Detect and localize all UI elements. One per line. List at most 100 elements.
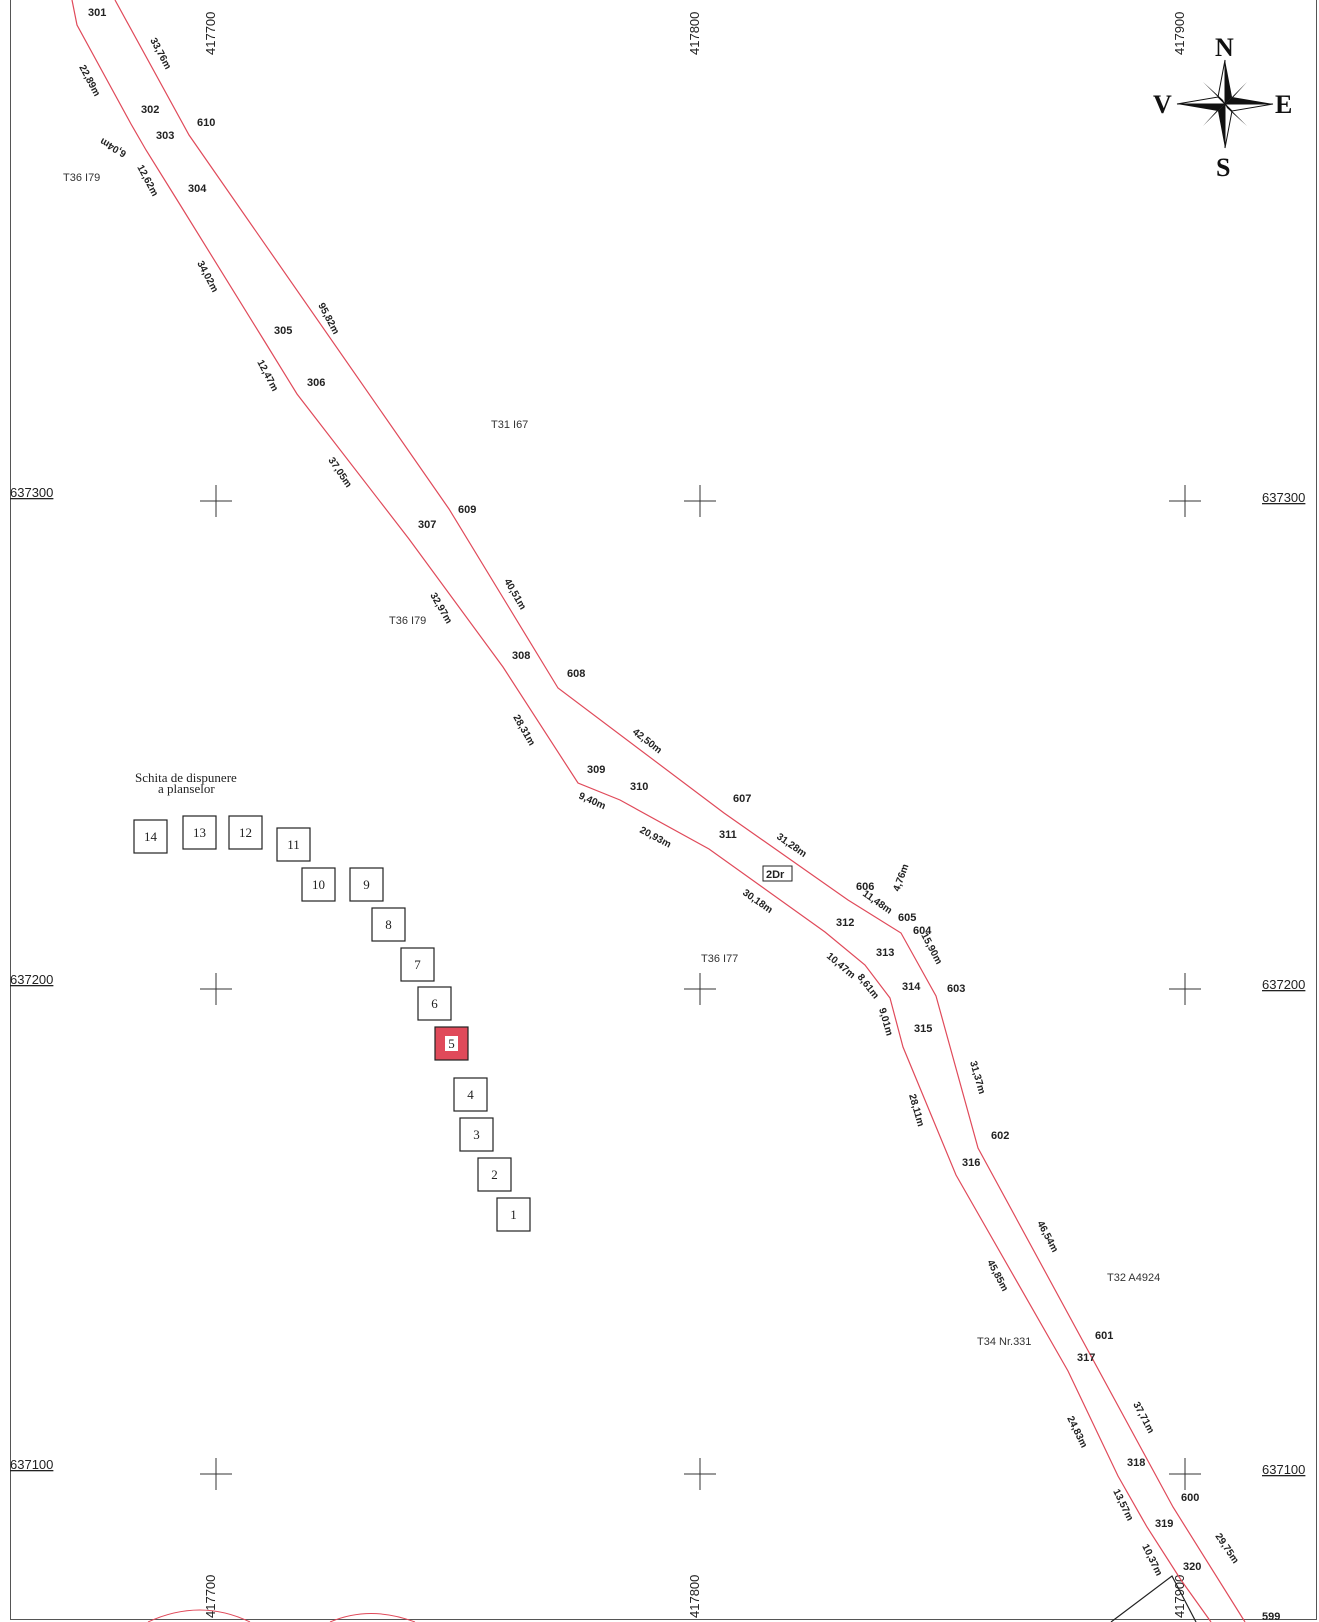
sheet-number: 9 bbox=[363, 877, 370, 892]
grid-cross bbox=[1169, 973, 1201, 1005]
distance-label: 11,48m bbox=[860, 888, 894, 916]
sheet-number: 1 bbox=[510, 1207, 517, 1222]
sheet-box bbox=[453, 1077, 488, 1112]
compass-rose: N S E V bbox=[1153, 33, 1292, 182]
point-label: 307 bbox=[418, 519, 436, 531]
point-label: 601 bbox=[1095, 1330, 1113, 1342]
point-label: 301 bbox=[88, 7, 106, 19]
sheet-box bbox=[477, 1157, 512, 1192]
parcel-label: T34 Nr.331 bbox=[977, 1336, 1031, 1348]
distance-label: 46,54m bbox=[1034, 1219, 1060, 1254]
corner-line bbox=[1110, 1575, 1197, 1622]
road-marker: 2Dr bbox=[762, 865, 793, 882]
point-label: 312 bbox=[836, 917, 854, 929]
sheet-number: 10 bbox=[312, 877, 325, 892]
point-label: 604 bbox=[913, 925, 932, 937]
distance-label: 37,71m bbox=[1130, 1400, 1156, 1435]
grid-cross bbox=[1169, 1458, 1201, 1490]
grid-crosses bbox=[200, 485, 1201, 1490]
sheet-layout-sketch: Schita de dispunere a planselor 12345678… bbox=[133, 770, 531, 1232]
distance-label: 15,90m bbox=[918, 931, 944, 966]
point-label: 305 bbox=[274, 325, 292, 337]
sheet-box-highlight bbox=[445, 1036, 458, 1051]
sheet-box bbox=[459, 1117, 494, 1152]
point-label: 610 bbox=[197, 117, 215, 129]
map-frame bbox=[10, 0, 1317, 1620]
compass-s: S bbox=[1216, 153, 1230, 182]
sheet-box bbox=[349, 867, 384, 902]
sheet-number: 5 bbox=[448, 1036, 455, 1051]
sheet-box bbox=[400, 947, 435, 982]
point-label: 318 bbox=[1127, 1457, 1145, 1469]
point-label: 599 bbox=[1262, 1611, 1280, 1622]
distance-label: 22,89m bbox=[76, 63, 102, 98]
east-boundary-line bbox=[114, 0, 1246, 1622]
point-label: 302 bbox=[141, 104, 159, 116]
sheet-number: 2 bbox=[491, 1167, 498, 1182]
x-label-top: 417900 bbox=[1172, 12, 1187, 55]
distance-label: 37,05m bbox=[326, 456, 354, 490]
sheet-number: 7 bbox=[414, 957, 421, 972]
distance-label: 10,47m bbox=[824, 951, 857, 981]
grid-labels: 417700 417800 417900 417700 417800 41790… bbox=[10, 12, 1305, 1618]
distance-label: 29,75m bbox=[1213, 1532, 1241, 1566]
distance-label: 24,83m bbox=[1064, 1414, 1089, 1449]
distance-label: 31,28m bbox=[774, 831, 808, 860]
distance-label: 9,40m bbox=[577, 791, 607, 813]
y-label-right: 637100 bbox=[1262, 1462, 1305, 1477]
parcel-labels: T36 I79 T31 I67 T36 I79 T36 I77 T32 A492… bbox=[63, 172, 1160, 1348]
parcel-label: T36 I79 bbox=[63, 172, 100, 184]
grid-cross bbox=[200, 1458, 232, 1490]
west-point-labels: 301 302 303 304 305 306 307 308 309 310 … bbox=[88, 7, 1201, 1573]
grid-cross bbox=[684, 485, 716, 517]
x-label-bottom: 417800 bbox=[687, 1575, 702, 1618]
sketch-title: Schita de dispunere bbox=[135, 770, 237, 785]
point-label: 303 bbox=[156, 130, 174, 142]
point-label: 317 bbox=[1077, 1352, 1095, 1364]
point-label: 316 bbox=[962, 1157, 980, 1169]
point-label: 315 bbox=[914, 1023, 932, 1035]
y-label-right: 637200 bbox=[1262, 977, 1305, 992]
distance-label: 32,97m bbox=[427, 591, 454, 626]
distance-label: 95,82m bbox=[315, 301, 341, 336]
distance-label: 12,47m bbox=[254, 358, 280, 393]
grid-cross bbox=[1169, 485, 1201, 517]
sheet-box bbox=[228, 815, 263, 850]
point-label: 314 bbox=[902, 981, 921, 993]
point-label: 308 bbox=[512, 650, 530, 662]
distance-label: 40,51m bbox=[501, 577, 528, 612]
x-label-bottom: 417700 bbox=[203, 1575, 218, 1618]
parcel-label: T32 A4924 bbox=[1107, 1272, 1160, 1284]
grid-cross bbox=[200, 973, 232, 1005]
x-label-top: 417800 bbox=[687, 12, 702, 55]
parcel-label: T36 I77 bbox=[701, 953, 738, 965]
x-label-bottom: 417900 bbox=[1172, 1575, 1187, 1618]
compass-w: V bbox=[1153, 90, 1172, 119]
y-label-right: 637300 bbox=[1262, 490, 1305, 505]
east-point-labels: 610 609 608 607 606 605 604 603 602 601 … bbox=[197, 117, 1280, 1622]
stamp-fragment bbox=[329, 1613, 416, 1622]
y-label-left: 637300 bbox=[10, 485, 53, 500]
distance-label: 12,62m bbox=[134, 163, 160, 198]
point-label: 304 bbox=[188, 183, 207, 195]
sketch-title: a planselor bbox=[158, 781, 215, 796]
distance-label: 8,61m bbox=[855, 972, 881, 1001]
sheet-box bbox=[301, 867, 336, 902]
x-label-top: 417700 bbox=[203, 12, 218, 55]
point-label: 609 bbox=[458, 504, 476, 516]
sheet-number: 4 bbox=[467, 1087, 474, 1102]
west-boundary-line bbox=[71, 0, 1212, 1622]
distance-label: 20,93m bbox=[638, 825, 673, 851]
point-label: 310 bbox=[630, 781, 648, 793]
sheet-box bbox=[182, 815, 217, 850]
point-label: 602 bbox=[991, 1130, 1009, 1142]
point-label: 603 bbox=[947, 983, 965, 995]
distance-label: 31,37m bbox=[967, 1060, 987, 1096]
distance-labels: 33,76m 22,89m 6,04m 12,62m 34,02m 95,82m… bbox=[76, 36, 1240, 1578]
sheet-box bbox=[496, 1197, 531, 1232]
parcel-label: T31 I67 bbox=[491, 419, 528, 431]
sheet-box bbox=[133, 819, 168, 854]
sheet-number: 12 bbox=[239, 825, 252, 840]
stamp-fragment bbox=[147, 1609, 251, 1622]
point-label: 306 bbox=[307, 377, 325, 389]
